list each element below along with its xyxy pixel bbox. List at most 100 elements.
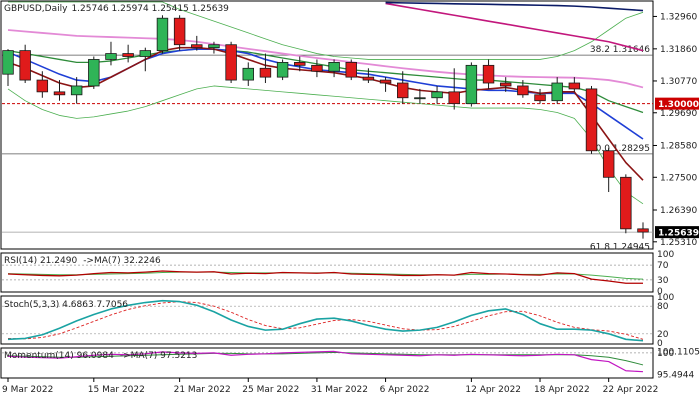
price-tick-label-0: 1.32960 [660, 12, 697, 22]
candle-body [328, 61, 340, 72]
stoch-tick-3: 0 [657, 339, 663, 349]
candle-body [122, 53, 134, 57]
candle-30 [517, 80, 529, 98]
candle-16 [276, 59, 289, 81]
ma-maroon-line [7, 46, 644, 181]
candle-25 [431, 85, 443, 104]
x-tick-label-4: 31 Mar 2022 [311, 385, 368, 395]
ma-green-line [7, 48, 644, 114]
candle-0 [2, 49, 14, 86]
candle-body [568, 82, 581, 90]
current-price-bg [655, 226, 699, 239]
candle-body [19, 50, 31, 81]
price-tick-label-5: 1.27500 [660, 173, 697, 183]
candle-23 [397, 71, 409, 104]
candle-6 [105, 41, 117, 66]
candle-body [225, 44, 237, 81]
candle-15 [259, 53, 272, 84]
bollinger-upper-line [8, 1, 644, 60]
candle-4 [70, 77, 83, 104]
candle-body [276, 61, 289, 78]
price-tick-label-3: 1.29690 [660, 109, 697, 119]
x-tick-label-6: 12 Apr 2022 [465, 385, 521, 395]
rsi-tick-1: 70 [657, 261, 669, 271]
rsi-label: RSI(14) 21.2490 ->MA(7) 32.2246 [4, 256, 161, 266]
candle-body [70, 85, 83, 96]
rsi-tick-0: 100 [657, 250, 674, 260]
candle-27 [465, 62, 478, 107]
candle-34 [585, 85, 598, 154]
level-box-bg [655, 97, 699, 110]
candle-body [482, 64, 495, 84]
candle-body [156, 17, 169, 52]
candle-body [362, 76, 375, 81]
candle-35 [602, 147, 615, 193]
fib-label-2: 61.8 1.24945 [590, 243, 650, 253]
current-price-box: 1.25639 [655, 226, 699, 239]
candle-body [499, 82, 512, 87]
fib-label-1: 50.0 1.28295 [590, 144, 650, 154]
candle-body [379, 79, 392, 84]
candle-body [397, 82, 409, 99]
candle-1 [19, 44, 31, 84]
price-tick-label-4: 1.28580 [660, 141, 697, 151]
candle-body [36, 79, 49, 93]
candle-body [53, 91, 66, 96]
candle-37 [637, 222, 649, 239]
candle-body [242, 67, 254, 81]
candle-body [431, 91, 443, 99]
candle-body [259, 67, 272, 78]
candle-18 [311, 59, 323, 78]
candle-9 [156, 15, 169, 54]
candle-36 [620, 174, 632, 234]
momentum-label: Momentum(14) 96.0984 ->MA(7) 97.5213 [4, 351, 197, 361]
candle-body [191, 44, 203, 49]
candle-body [294, 61, 306, 66]
candle-10 [173, 15, 186, 51]
x-tick-label-7: 18 Apr 2022 [534, 385, 590, 395]
stoch-k-line [7, 299, 644, 342]
candle-20 [345, 59, 357, 81]
ma-navy-line [385, 1, 644, 12]
stoch-tick-1: 80 [657, 302, 669, 312]
candle-32 [551, 77, 563, 104]
candle-33 [568, 77, 581, 92]
ma-violet-line [7, 29, 644, 89]
fib-label-0: 38.2 1.31646 [590, 45, 650, 55]
candle-28 [482, 59, 495, 89]
candle-body [602, 150, 615, 178]
rsi-tick-3: 0 [657, 287, 663, 297]
level-box-label: 1.30000 [658, 100, 699, 110]
stoch-tick-0: 100 [657, 293, 674, 303]
stoch-label: Stoch(5,3,3) 4.6863 7.7056 [4, 300, 128, 310]
rsi-line [7, 270, 643, 284]
current-price-label: 1.25639 [658, 229, 699, 239]
candle-21 [362, 68, 375, 84]
bollinger-lower-line [7, 85, 644, 205]
stoch-d-line [7, 301, 644, 340]
rsi-tick-2: 30 [657, 276, 669, 286]
candle-body [517, 85, 529, 96]
candle-5 [88, 56, 100, 89]
candle-body [534, 94, 546, 102]
candle-13 [225, 41, 237, 84]
x-tick-label-8: 22 Apr 2022 [603, 385, 659, 395]
candle-body [173, 17, 186, 46]
x-tick-label-5: 6 Apr 2022 [380, 385, 430, 395]
stoch-pane [0, 295, 654, 345]
candle-body [208, 44, 220, 49]
price-pane [0, 0, 654, 250]
ma-magenta-line [385, 2, 644, 52]
candle-body [88, 59, 100, 87]
candle-body [414, 97, 426, 100]
momentum-tick-2: 95.4944 [657, 371, 694, 381]
candle-body [585, 88, 598, 152]
candle-3 [53, 80, 66, 101]
candle-body [448, 91, 460, 105]
candle-body [139, 50, 152, 57]
x-tick-label-1: 15 Mar 2022 [88, 385, 145, 395]
chart-title: GBPUSD,Daily 1.25746 1.25974 1.25415 1.25… [4, 4, 229, 14]
candle-body [105, 53, 117, 60]
x-tick-label-2: 21 Mar 2022 [174, 385, 231, 395]
